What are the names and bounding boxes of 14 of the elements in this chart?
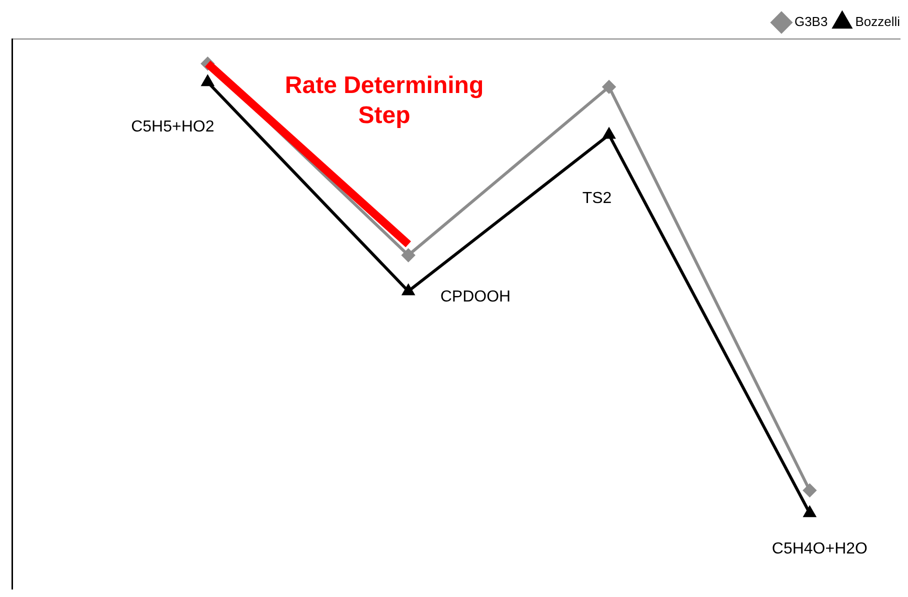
point [602, 80, 616, 94]
legend-label: G3B3 [794, 14, 828, 30]
annotation: Rate Determining Step [284, 72, 484, 130]
x-tick-label: CPDOOH [440, 288, 511, 306]
point [803, 484, 816, 497]
point [603, 128, 615, 139]
point [402, 248, 415, 262]
legend-label: Bozzelli [855, 14, 900, 30]
x-tick-label: C5H4O+H2O [772, 540, 868, 558]
point [202, 76, 214, 86]
x-tick-label: C5H5+HO2 [131, 118, 214, 136]
point [402, 284, 414, 296]
x-tick-label: TS2 [582, 190, 612, 208]
point [804, 506, 816, 518]
